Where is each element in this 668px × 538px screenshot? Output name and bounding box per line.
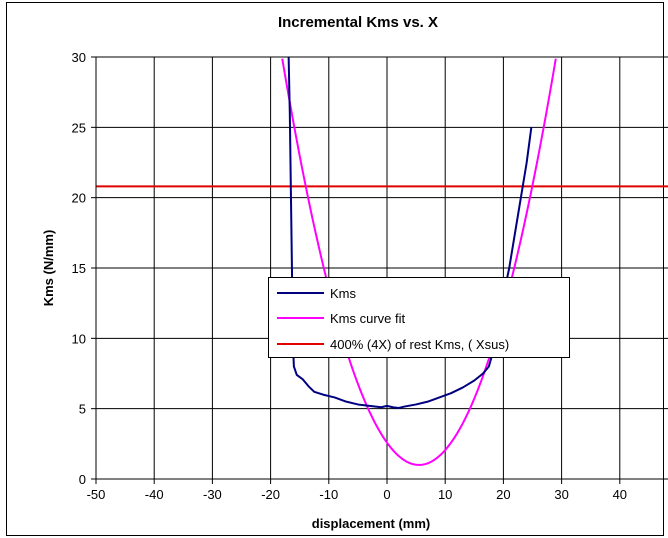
legend: Kms Kms curve fit 400% (4X) of rest Kms,… [268, 277, 570, 358]
chart-title: Incremental Kms vs. X [278, 14, 438, 31]
y-tick-label: 30 [72, 50, 86, 65]
y-tick-label: 15 [72, 261, 86, 276]
y-tick-label: 10 [72, 331, 86, 346]
y-tick-label: 0 [79, 472, 86, 487]
y-tick-label: 25 [72, 120, 86, 135]
y-tick-label: 20 [72, 191, 86, 206]
legend-label-threshold: 400% (4X) of rest Kms, ( Xsus) [330, 337, 509, 352]
x-tick-label: -10 [319, 487, 338, 502]
x-tick-label: -20 [261, 487, 280, 502]
x-tick-label: -40 [145, 487, 164, 502]
x-tick-label: 0 [383, 487, 390, 502]
x-tick-label: -30 [203, 487, 222, 502]
y-axis-label: Kms (N/mm) [41, 230, 56, 307]
y-tick-label: 5 [79, 402, 86, 417]
x-tick-label: 40 [613, 487, 627, 502]
x-tick-label: 20 [496, 487, 510, 502]
x-tick-label: 10 [438, 487, 452, 502]
x-tick-label: -50 [87, 487, 106, 502]
x-tick-label: 30 [554, 487, 568, 502]
x-axis-label: displacement (mm) [312, 516, 430, 531]
chart-outer-border [6, 2, 664, 536]
tick-layer: -50-40-30-20-1001020304050051015202530 [72, 50, 628, 502]
legend-label-curve-fit: Kms curve fit [330, 311, 406, 326]
legend-label-kms: Kms [330, 286, 357, 301]
